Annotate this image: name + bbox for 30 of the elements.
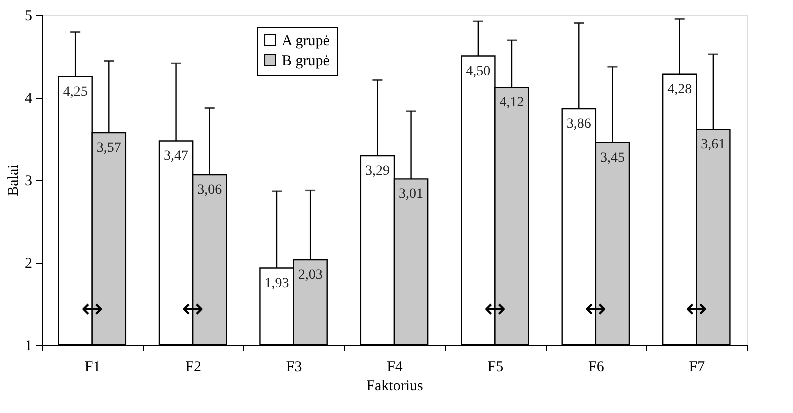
x-tick-label: F1 — [84, 360, 101, 376]
data-label: 3,01 — [399, 187, 424, 202]
y-tick-label: 1 — [25, 338, 32, 354]
data-label: 3,61 — [701, 138, 726, 153]
data-label: 3,86 — [566, 117, 592, 132]
data-label: 3,29 — [365, 164, 390, 180]
x-tick-label: F7 — [689, 360, 706, 376]
y-tick-label: 4 — [25, 91, 33, 107]
legend-label: A grupė — [282, 34, 330, 50]
data-label: 4,50 — [466, 64, 491, 80]
data-label: 3,57 — [96, 140, 122, 156]
x-axis-title: Faktorius — [366, 378, 424, 394]
data-label: 4,28 — [668, 82, 692, 98]
data-label: 1,93 — [264, 276, 290, 292]
y-tick-label: 2 — [25, 256, 32, 272]
data-label: 4,12 — [500, 96, 524, 111]
data-label: 3,47 — [164, 149, 189, 164]
x-tick-label: F2 — [186, 360, 202, 376]
legend-label: B grupė — [282, 54, 330, 70]
data-label: 3,45 — [600, 150, 625, 166]
y-tick-label: 3 — [25, 174, 32, 190]
x-tick-label: F4 — [387, 360, 404, 376]
data-label: 4,25 — [63, 84, 88, 100]
data-label: 3,06 — [198, 183, 222, 198]
y-axis-title: Balai — [6, 164, 22, 196]
x-tick-label: F6 — [588, 360, 605, 376]
data-label: 2,03 — [298, 268, 323, 284]
x-tick-label: F5 — [488, 360, 504, 376]
y-tick-label: 5 — [25, 8, 32, 24]
x-tick-label: F3 — [286, 360, 302, 376]
